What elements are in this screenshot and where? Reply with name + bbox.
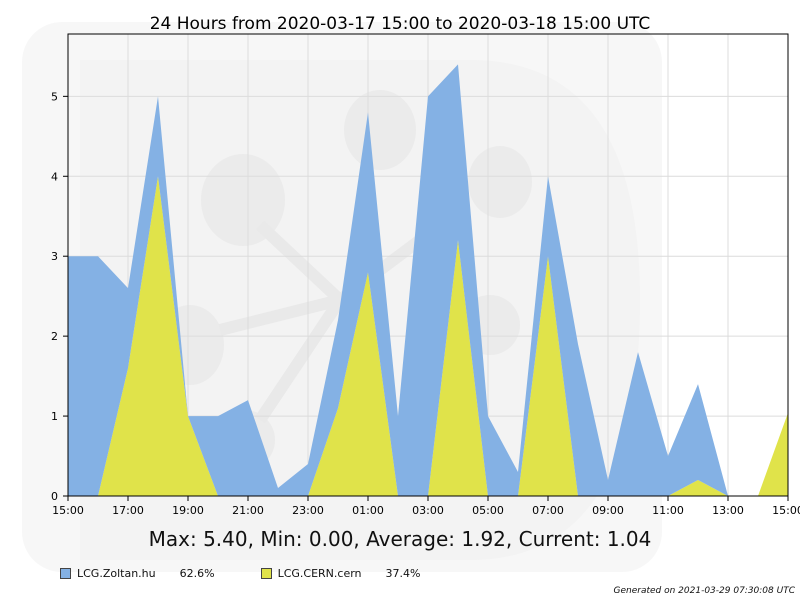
y-tick-label: 3 [51,250,58,263]
y-axis-ticks: 0 1 2 3 4 5 [51,90,68,503]
chart-title: 24 Hours from 2020-03-17 15:00 to 2020-0… [149,14,651,34]
stats-summary: Max: 5.40, Min: 0.00, Average: 1.92, Cur… [148,527,652,551]
legend-label-zoltan: LCG.Zoltan.hu [77,567,156,580]
x-tick-label: 17:00 [112,504,144,517]
legend-percent-zoltan: 62.6% [179,567,215,580]
x-tick-label: 09:00 [592,504,624,517]
legend-swatch-zoltan [60,568,71,579]
y-tick-label: 1 [51,410,58,423]
x-tick-label: 15:00 [772,504,800,517]
y-tick-label: 0 [51,490,58,503]
legend-item-cern: LCG.CERN.cern 37.4% [260,567,421,580]
area-series [68,64,788,497]
x-tick-label: 21:00 [232,504,264,517]
x-tick-label: 15:00 [52,504,84,517]
legend-item-zoltan: LCG.Zoltan.hu 62.6% [60,567,215,580]
legend: LCG.Zoltan.hu 62.6% LCG.CERN.cern 37.4% [60,567,466,580]
x-tick-label: 03:00 [412,504,444,517]
x-tick-label: 01:00 [352,504,384,517]
area-series-lcg-zoltan-hu [68,64,788,496]
x-tick-label: 19:00 [172,504,204,517]
legend-swatch-cern [260,568,272,579]
x-axis-ticks: 15:00 17:00 19:00 21:00 23:00 01:00 03:00 05:00… [52,496,800,517]
x-tick-label: 23:00 [292,504,324,517]
x-tick-label: 11:00 [652,504,684,517]
x-tick-label: 05:00 [472,504,504,517]
area-series-lcg-cern-cern [68,176,788,497]
y-tick-label: 2 [51,330,58,343]
legend-label-cern: LCG.CERN.cern [277,567,362,580]
x-tick-label: 07:00 [532,504,564,517]
legend-percent-cern: 37.4% [385,567,421,580]
generated-timestamp: Generated on 2021-03-29 07:30:08 UTC [613,586,796,596]
y-tick-label: 4 [51,170,58,183]
y-tick-label: 5 [51,90,58,103]
x-tick-label: 13:00 [712,504,744,517]
